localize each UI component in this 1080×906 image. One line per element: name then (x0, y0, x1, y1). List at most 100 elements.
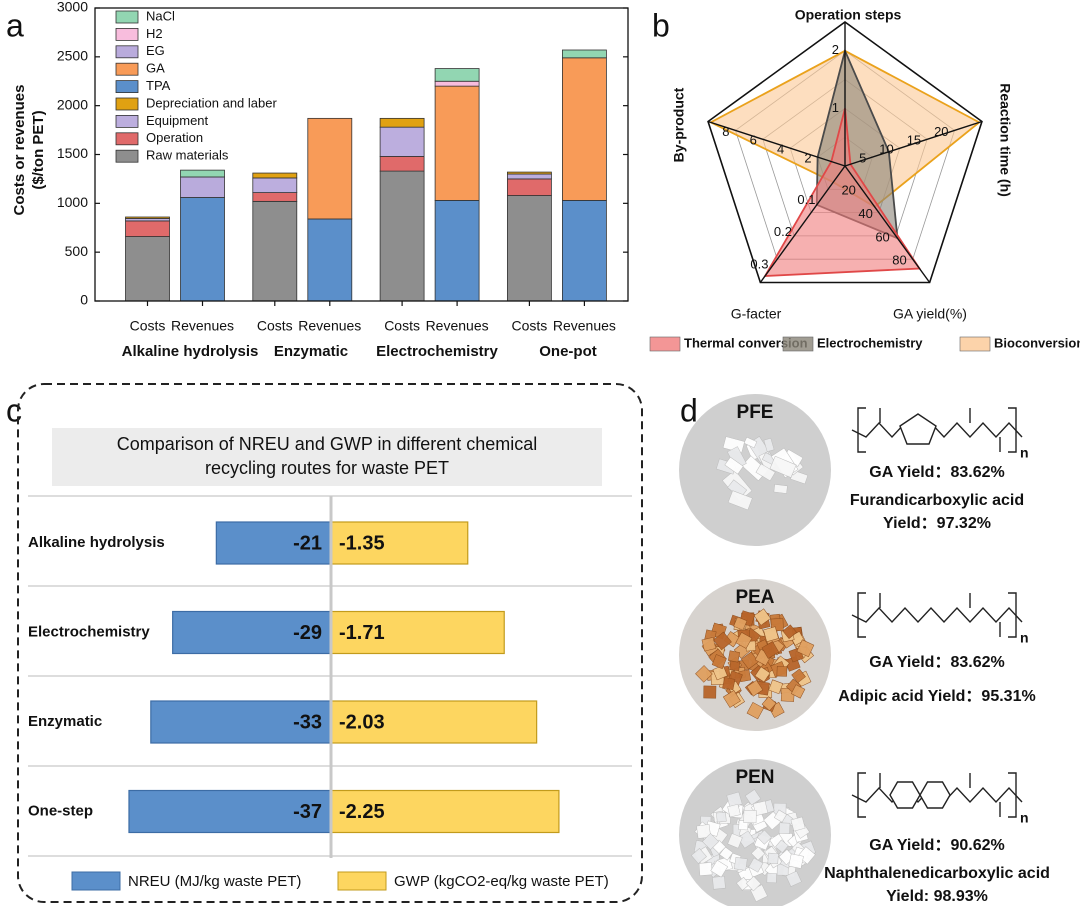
bar-segment (180, 197, 225, 302)
bar-segment (434, 68, 480, 82)
legend-swatch (337, 871, 387, 891)
radar-spoke (759, 165, 846, 283)
pellet (776, 665, 788, 677)
legend-label: NaCl (146, 8, 175, 23)
plot-frame (94, 7, 629, 302)
group-label: One-pot (539, 343, 597, 360)
radar-tick-label: 6 (750, 133, 757, 148)
value-label: -2.03 (339, 711, 385, 733)
repeat-subscript: n (1020, 630, 1029, 646)
title-box (52, 428, 602, 486)
legend-label: H2 (146, 26, 163, 41)
bar-segment (506, 178, 552, 196)
ga-yield: GA Yield：83.62% (869, 654, 1004, 671)
sample-label: PFE (737, 402, 774, 423)
radar-tick-label: 0.1 (797, 192, 815, 207)
bar-segment (379, 170, 425, 302)
x-tick-label: Costs (384, 318, 420, 334)
pellet (767, 852, 779, 865)
pellet (745, 875, 762, 892)
bar-segment (506, 195, 552, 302)
repeat-subscript: n (1020, 810, 1029, 826)
pellet (788, 853, 804, 869)
pellet (796, 639, 815, 658)
radar-tick-label: 4 (777, 142, 784, 157)
pellet (716, 811, 727, 823)
pellet (768, 679, 784, 695)
category-label: One-step (28, 802, 93, 819)
radar-axis-label: Reaction time (h) (997, 83, 1013, 197)
pellet (737, 830, 756, 849)
panel-label: a (6, 7, 24, 43)
legend-label: Depreciation and laber (146, 95, 277, 110)
legend-swatch (115, 149, 139, 163)
panel-frame (17, 383, 643, 903)
naphthalene-ring (919, 781, 951, 809)
pellet (790, 684, 806, 699)
x-tick-label: Revenues (426, 318, 489, 334)
y-tick-label: 1500 (57, 145, 88, 161)
legend-swatch (115, 132, 139, 146)
pellet (791, 668, 806, 684)
bar (330, 789, 560, 834)
legend-label: Bioconversion (994, 335, 1080, 350)
bar-segment (506, 171, 552, 175)
category-label: Alkaline hydrolysis (28, 534, 165, 551)
chart-title: recycling routes for waste PET (205, 458, 449, 478)
pellet (701, 636, 717, 652)
pellet (690, 848, 707, 864)
bar-segment (125, 236, 170, 302)
radar-tick-label: 60 (875, 229, 889, 244)
legend-label: NREU (MJ/kg waste PET) (128, 873, 301, 890)
chemical-structure (851, 407, 1023, 453)
pellet (766, 872, 777, 884)
panel-label: d (680, 392, 698, 428)
bar-segment (180, 169, 225, 178)
pellet (722, 690, 741, 708)
pellet (696, 824, 711, 839)
pellet (773, 484, 788, 494)
panel-label: b (652, 7, 670, 43)
pellet (698, 862, 713, 876)
bond-chain (851, 606, 1023, 624)
pellet (740, 651, 759, 670)
group-label: Electrochemistry (376, 343, 498, 360)
x-tick-label: Revenues (553, 318, 616, 334)
pellet (748, 857, 764, 873)
legend-swatch (959, 336, 991, 352)
group-label: Alkaline hydrolysis (122, 343, 259, 360)
pellet (752, 800, 769, 816)
legend-swatch (115, 115, 139, 128)
bar (128, 789, 332, 834)
legend-swatch (782, 336, 814, 352)
bar-segment (379, 126, 425, 157)
y-tick-label: 2500 (57, 48, 88, 64)
radar-area (763, 108, 922, 278)
value-label: -33 (293, 711, 322, 733)
pellet (695, 665, 713, 683)
x-tick-label: Costs (130, 318, 166, 334)
bar (330, 700, 538, 744)
pellet (743, 809, 757, 824)
y-tick-label: 0 (80, 292, 88, 308)
pellet (773, 809, 787, 823)
legend-swatch (115, 45, 139, 59)
radar-spoke (844, 120, 983, 167)
bar-segment (562, 57, 607, 201)
chemical-structure (851, 592, 1023, 638)
bond-chain (851, 421, 1023, 439)
pellet (724, 456, 744, 475)
legend-swatch (115, 97, 139, 111)
value-label: -1.71 (339, 622, 385, 644)
pellet (736, 876, 750, 891)
pellet (722, 677, 736, 691)
bar-segment (506, 173, 552, 180)
group-label: Enzymatic (274, 343, 348, 360)
bar (330, 610, 505, 655)
value-label: -1.35 (339, 532, 385, 554)
y-tick-label: 3000 (57, 0, 88, 15)
pellet (756, 829, 772, 845)
legend-label: Equipment (146, 113, 209, 128)
radar-tick-label: 0.2 (774, 224, 792, 239)
